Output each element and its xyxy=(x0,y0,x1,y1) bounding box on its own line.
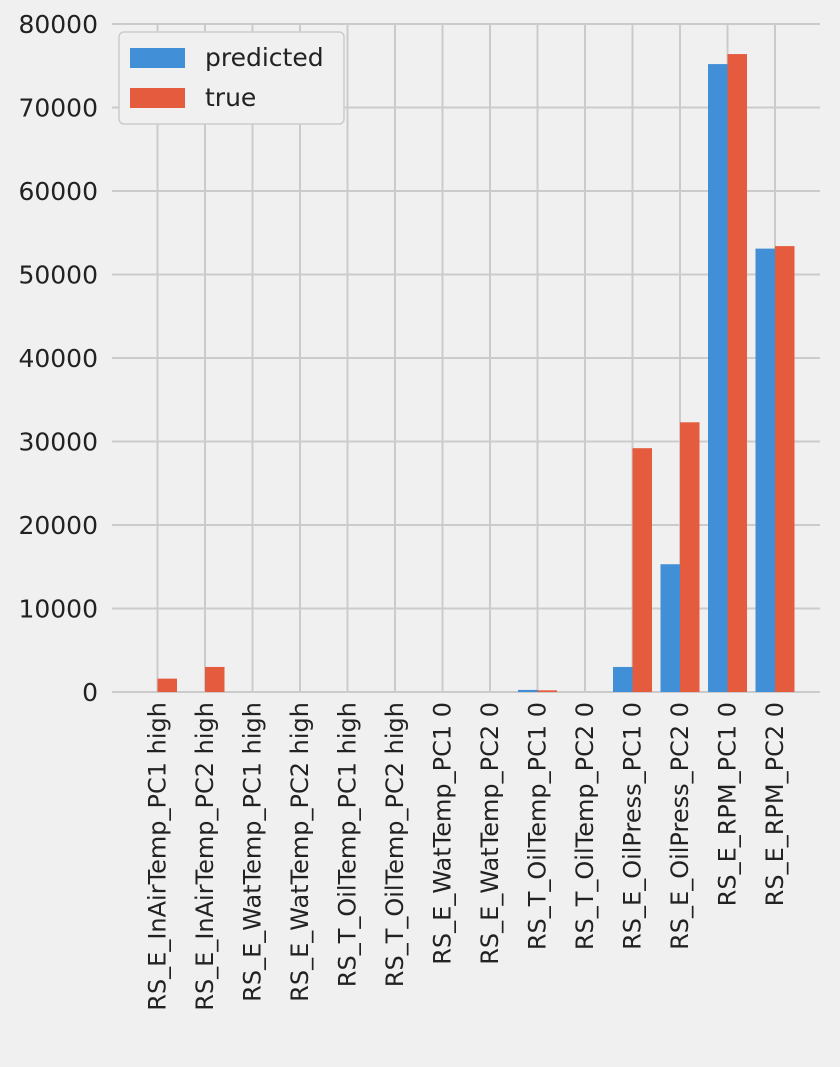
legend: predicted true xyxy=(118,31,345,125)
bar-predicted xyxy=(613,666,633,692)
y-tick-label: 20000 xyxy=(18,511,98,540)
x-tick-label: RS_T_OilTemp_PC2 0 xyxy=(571,702,599,950)
bar-true xyxy=(632,448,652,692)
bar-predicted xyxy=(755,248,775,693)
bar-true xyxy=(537,690,557,692)
bar-true xyxy=(157,678,177,692)
bar-predicted xyxy=(708,64,728,692)
x-tick-labels: RS_E_InAirTemp_PC1 high RS_E_InAirTemp_PC… xyxy=(144,702,790,1011)
bars xyxy=(157,54,795,693)
x-tick-label: RS_T_OilTemp_PC1 0 xyxy=(524,702,552,950)
y-tick-label: 60000 xyxy=(18,177,98,206)
y-tick-label: 40000 xyxy=(18,344,98,373)
x-tick-label: RS_E_WatTemp_PC1 high xyxy=(239,702,267,1002)
y-tick-labels: 0 10000 20000 30000 40000 50000 60000 70000 8000… xyxy=(18,10,98,707)
bar-true xyxy=(680,422,700,692)
bar-true xyxy=(205,666,225,692)
x-tick-label: RS_E_OilPress_PC1 0 xyxy=(619,702,647,950)
legend-label-predicted: predicted xyxy=(205,43,324,72)
legend-swatch-true xyxy=(130,88,185,108)
bar-true xyxy=(727,54,747,693)
x-tick-label: RS_E_InAirTemp_PC1 high xyxy=(144,702,172,1011)
y-tick-label: 0 xyxy=(82,678,98,707)
bar-predicted xyxy=(660,564,680,692)
x-tick-label: RS_E_WatTemp_PC2 high xyxy=(286,702,314,1002)
x-tick-label: RS_E_RPM_PC2 0 xyxy=(761,702,789,906)
y-tick-label: 80000 xyxy=(18,10,98,39)
x-tick-label: RS_T_OilTemp_PC2 high xyxy=(381,702,409,987)
y-tick-label: 50000 xyxy=(18,261,98,290)
legend-label-true: true xyxy=(205,83,256,112)
y-tick-label: 70000 xyxy=(18,94,98,123)
x-tick-label: RS_T_OilTemp_PC1 high xyxy=(334,702,362,987)
x-tick-label: RS_E_RPM_PC1 0 xyxy=(714,702,742,906)
bar-true xyxy=(775,246,795,693)
x-tick-label: RS_E_OilPress_PC2 0 xyxy=(666,702,694,950)
x-tick-label: RS_E_InAirTemp_PC2 high xyxy=(191,702,219,1011)
bar-predicted xyxy=(518,689,538,692)
x-tick-label: RS_E_WatTemp_PC1 0 xyxy=(429,702,457,965)
x-tick-label: RS_E_WatTemp_PC2 0 xyxy=(476,702,504,965)
y-tick-label: 10000 xyxy=(18,595,98,624)
y-tick-label: 30000 xyxy=(18,428,98,457)
legend-swatch-predicted xyxy=(130,48,185,68)
